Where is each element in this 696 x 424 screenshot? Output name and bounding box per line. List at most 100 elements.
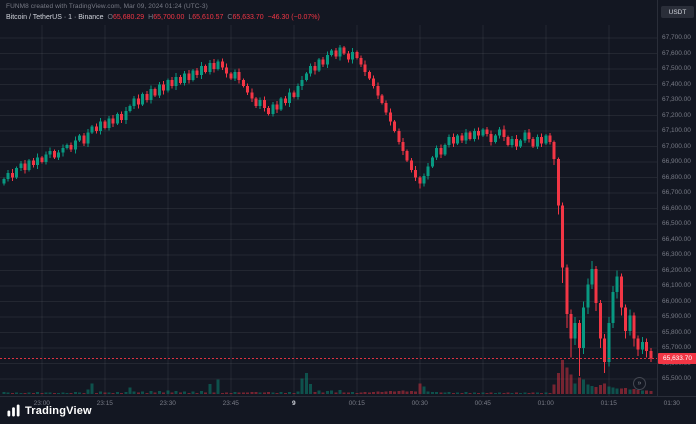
candle-body xyxy=(304,73,308,80)
candle-body xyxy=(393,121,397,131)
volume-bar xyxy=(15,392,19,394)
candle-body xyxy=(485,129,489,135)
candle-body xyxy=(183,73,187,83)
volume-bar xyxy=(132,391,136,394)
candle-body xyxy=(73,140,77,150)
volume-bar xyxy=(141,391,145,394)
candle-body xyxy=(216,61,220,69)
price-axis-label: 66,700.00 xyxy=(662,189,691,196)
volume-bar xyxy=(258,392,262,394)
volume-bar xyxy=(351,392,355,394)
candle-body xyxy=(338,47,342,57)
candle-body xyxy=(388,112,392,122)
volume-bar xyxy=(531,392,535,394)
chart-legend: Bitcoin / TetherUS · 1 · Binance O65,680… xyxy=(6,14,320,21)
price-axis-label: 65,800.00 xyxy=(662,328,691,336)
candle-body xyxy=(489,134,493,142)
scroll-to-realtime-button[interactable]: » xyxy=(633,377,646,390)
candle-body xyxy=(48,151,52,155)
candle-body xyxy=(258,100,262,107)
volume-bar xyxy=(598,385,602,394)
candle-body xyxy=(477,131,481,136)
last-price-badge: 65,633.70 xyxy=(658,352,696,364)
volume-bar xyxy=(2,392,6,394)
volume-bar xyxy=(372,392,376,394)
candle-body xyxy=(10,172,14,178)
volume-bar xyxy=(514,392,518,394)
candle-body xyxy=(288,92,292,104)
volume-bar xyxy=(283,393,287,394)
tradingview-logo[interactable]: TradingView xyxy=(7,404,92,417)
price-axis-label: 66,300.00 xyxy=(662,251,691,258)
candle-body xyxy=(136,98,140,105)
volume-bar xyxy=(561,360,565,394)
time-axis-label: 23:15 xyxy=(96,400,113,407)
volume-bar xyxy=(573,383,577,394)
candlestick-chart[interactable] xyxy=(0,0,657,396)
volume-bar xyxy=(262,392,266,394)
candle-body xyxy=(447,137,451,145)
candle-body xyxy=(174,76,178,87)
volume-bar xyxy=(288,391,292,394)
candle-body xyxy=(241,79,245,87)
volume-bar xyxy=(292,392,296,394)
time-axis[interactable]: 23:00 23:15 23:30 23:45 9 00:15 00:30 00:45 01:0… xyxy=(0,396,696,414)
volume-bar xyxy=(548,392,552,394)
volume-bar xyxy=(199,391,203,394)
volume-bar xyxy=(338,390,342,394)
volume-bar xyxy=(527,393,531,394)
candle-body xyxy=(300,79,304,87)
volume-bar xyxy=(178,392,182,394)
volume-bar xyxy=(460,393,464,394)
volume-bar xyxy=(246,392,250,394)
volume-bar xyxy=(506,392,510,394)
volume-bar xyxy=(208,384,212,394)
volume-bar xyxy=(405,391,409,394)
candle-body xyxy=(15,168,19,178)
candle-body xyxy=(124,110,128,121)
volume-bar xyxy=(645,390,649,394)
volume-bar xyxy=(481,392,485,394)
volume-bar xyxy=(430,392,434,394)
volume-bar xyxy=(477,392,481,394)
price-axis[interactable]: USDT 65,633.70 65,500.0065,600.0065,700.… xyxy=(657,0,696,396)
volume-bar xyxy=(174,391,178,394)
volume-bar xyxy=(489,392,493,394)
volume-bar xyxy=(90,383,94,394)
candle-body xyxy=(78,135,82,141)
candle-body xyxy=(19,163,23,169)
volume-bar xyxy=(540,392,544,394)
candle-body xyxy=(271,104,275,114)
symbol-title[interactable]: Bitcoin / TetherUS · 1 · Binance xyxy=(6,14,104,21)
candle-body xyxy=(527,132,531,139)
volume-bar xyxy=(65,392,69,394)
volume-bar xyxy=(380,392,384,394)
volume-bar xyxy=(52,393,56,394)
candle-body xyxy=(456,135,460,144)
volume-bar xyxy=(191,391,195,394)
candle-body xyxy=(401,141,405,152)
candle-body xyxy=(565,267,569,314)
candle-body xyxy=(153,89,157,96)
candle-body xyxy=(6,172,10,180)
volume-bar xyxy=(187,392,191,394)
volume-bar xyxy=(535,392,539,394)
candle-body xyxy=(594,268,598,304)
currency-unit-badge: USDT xyxy=(661,6,694,18)
tradingview-logo-icon xyxy=(7,404,20,417)
candle-body xyxy=(615,276,619,293)
attribution-text: FUNM8 created with TradingView.com, Mar … xyxy=(6,3,208,10)
volume-bar xyxy=(216,379,220,394)
volume-bar xyxy=(128,387,132,394)
candle-body xyxy=(561,205,565,268)
candle-body xyxy=(321,59,325,65)
candle-body xyxy=(149,89,153,100)
candle-body xyxy=(435,148,439,158)
candle-body xyxy=(573,323,577,339)
price-axis-label: 66,800.00 xyxy=(662,173,691,181)
candle-body xyxy=(342,47,346,54)
volume-bar xyxy=(401,390,405,394)
candle-body xyxy=(229,73,233,79)
volume-bar xyxy=(628,389,632,394)
candle-body xyxy=(267,107,271,114)
